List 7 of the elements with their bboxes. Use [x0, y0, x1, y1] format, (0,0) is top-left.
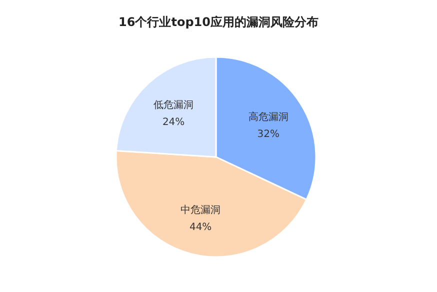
data-label: 44% [189, 222, 212, 234]
slice-label: 低危漏洞 [154, 98, 194, 111]
chart-title: 16个行业top10应用的漏洞风险分布 [118, 15, 318, 29]
slice-label: 中危漏洞 [180, 204, 221, 216]
data-label: 32% [257, 128, 280, 140]
slice-label: 高危漏洞 [248, 110, 288, 123]
data-label: 24% [162, 116, 185, 128]
